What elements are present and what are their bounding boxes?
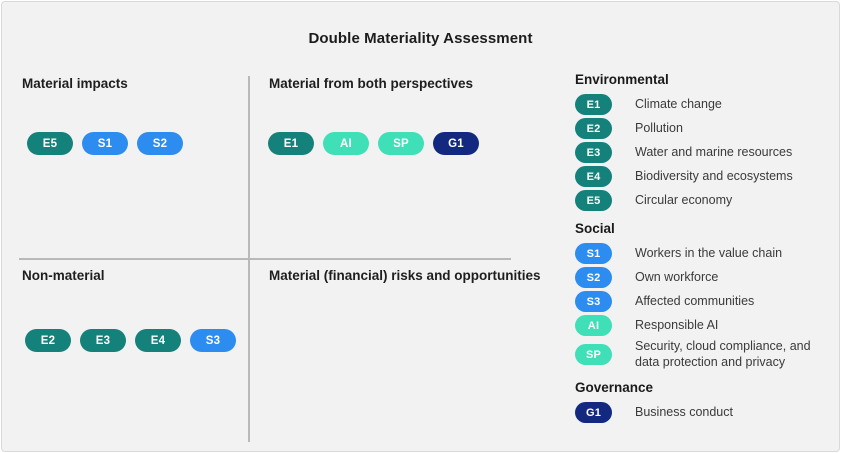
legend-section: Social S1 Workers in the value chain S2 … — [575, 221, 833, 370]
topic-pill: AI — [575, 315, 612, 336]
legend-section: Governance G1 Business conduct — [575, 380, 833, 424]
topic-pill: G1 — [575, 402, 612, 424]
legend-row-label: Own workforce — [635, 269, 719, 284]
legend-row-label: Pollution — [635, 120, 683, 135]
legend-row-label: Business conduct — [635, 404, 733, 419]
topic-pill: S3 — [575, 291, 612, 312]
topic-pill: AI — [323, 132, 369, 155]
legend-row-label: Affected communities — [635, 293, 755, 308]
topic-pill: S2 — [575, 267, 612, 288]
topic-pill: E3 — [80, 329, 126, 352]
topic-pill: E1 — [575, 94, 612, 115]
legend-row: E4 Biodiversity and ecosystems — [575, 166, 833, 187]
page-title: Double Materiality Assessment — [308, 30, 533, 47]
topic-pill: S1 — [575, 243, 612, 264]
topic-pill: E1 — [268, 132, 314, 155]
legend-row: E5 Circular economy — [575, 190, 833, 211]
quadrant-title-financial-risks: Material (financial) risks and opportuni… — [269, 268, 541, 283]
topic-pill: SP — [378, 132, 424, 155]
topic-pill: S3 — [190, 329, 236, 352]
legend-section-header: Environmental — [575, 72, 669, 87]
legend-section-header: Social — [575, 221, 615, 236]
legend-section-rows: S1 Workers in the value chain S2 Own wor… — [575, 243, 833, 370]
legend-section-rows: E1 Climate change E2 Pollution E3 Water … — [575, 94, 833, 211]
quadrant-title-both-perspectives: Material from both perspectives — [269, 76, 474, 91]
legend-row: E3 Water and marine resources — [575, 142, 833, 163]
legend-section-rows: G1 Business conduct — [575, 402, 833, 424]
legend-section-header: Governance — [575, 380, 654, 396]
legend-row: E1 Climate change — [575, 94, 833, 115]
legend-row-label: Circular economy — [635, 192, 733, 207]
quadrant-non-material-pills: E2 E3 E4 S3 — [25, 329, 236, 352]
topic-pill: G1 — [433, 132, 479, 155]
legend-row-label: Climate change — [635, 96, 722, 111]
legend-row: AI Responsible AI — [575, 315, 833, 336]
legend-row-label: Workers in the value chain — [635, 245, 783, 260]
quadrant-material-impacts-pills: E5 S1 S2 — [27, 132, 183, 155]
topic-pill: E4 — [135, 329, 181, 352]
topic-pill: E2 — [575, 118, 612, 139]
legend-row-label: Responsible AI — [635, 317, 719, 332]
legend: Environmental E1 Climate change E2 Pollu… — [575, 72, 833, 433]
legend-row: G1 Business conduct — [575, 402, 833, 424]
legend-row-label: Security, cloud compliance, and data pro… — [635, 339, 811, 369]
topic-pill: S1 — [82, 132, 128, 155]
topic-pill: E5 — [575, 190, 612, 211]
legend-row: S3 Affected communities — [575, 291, 833, 312]
legend-row-label: Biodiversity and ecosystems — [635, 168, 793, 183]
legend-section: Environmental E1 Climate change E2 Pollu… — [575, 72, 833, 211]
topic-pill: E5 — [27, 132, 73, 155]
topic-pill: SP — [575, 344, 612, 366]
legend-row: S1 Workers in the value chain — [575, 243, 833, 264]
quadrant-title-material-impacts: Material impacts — [22, 76, 128, 91]
quadrant-title-non-material: Non-material — [22, 268, 105, 283]
topic-pill: S2 — [137, 132, 183, 155]
legend-row-label: Water and marine resources — [635, 144, 793, 159]
topic-pill: E2 — [25, 329, 71, 352]
topic-pill: E4 — [575, 166, 612, 187]
quadrant-horizontal-divider — [19, 258, 511, 260]
quadrant-both-perspectives-pills: E1 AI SP G1 — [268, 132, 479, 155]
legend-row: E2 Pollution — [575, 118, 833, 139]
topic-pill: E3 — [575, 142, 612, 163]
legend-row: S2 Own workforce — [575, 267, 833, 288]
legend-row: SP Security, cloud compliance, and data … — [575, 339, 833, 370]
